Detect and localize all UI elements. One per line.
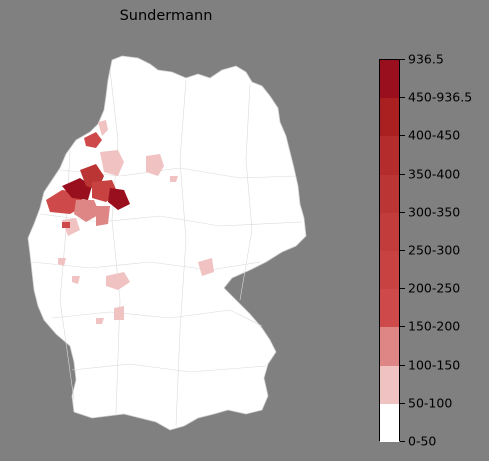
map-title: Sundermann — [119, 8, 213, 24]
district-westphalia-2 — [62, 178, 92, 200]
legend-tick — [400, 364, 405, 366]
legend-swatch — [380, 136, 399, 175]
legend-swatch — [380, 289, 399, 328]
legend-tick — [400, 402, 405, 404]
legend-tick — [400, 59, 405, 60]
shaded-districts — [46, 120, 214, 324]
legend-tick — [400, 441, 405, 442]
legend-colorbar — [379, 59, 400, 442]
legend-swatch — [380, 403, 399, 442]
district-bavaria-1 — [114, 306, 124, 320]
legend-label: 350-400 — [408, 166, 461, 182]
legend-label: 150-200 — [408, 318, 461, 334]
legend-tick — [400, 173, 405, 175]
legend-swatch — [380, 327, 399, 366]
district-saxony-1 — [198, 258, 214, 276]
district-coast — [98, 120, 108, 136]
germany-outline — [27, 55, 307, 431]
legend-label: 200-250 — [408, 280, 461, 296]
legend-tick — [400, 250, 405, 251]
legend-tick — [400, 211, 405, 213]
district-north — [84, 132, 102, 148]
district-hanover-area — [146, 154, 164, 176]
district-bavaria-2 — [96, 318, 104, 324]
legend-swatch — [380, 174, 399, 213]
legend-tick — [400, 288, 405, 290]
district-westphalia-7 — [96, 206, 110, 226]
legend-label: 0-50 — [408, 433, 437, 449]
legend-label: 50-100 — [408, 395, 453, 411]
legend-label: 300-350 — [408, 204, 461, 220]
legend-label: 400-450 — [408, 127, 461, 143]
legend-tick — [400, 135, 405, 137]
district-westphalia-6 — [74, 200, 100, 222]
legend-label: 100-150 — [408, 357, 461, 373]
legend-swatch — [380, 98, 399, 137]
legend-tick — [400, 97, 405, 99]
district-small-east — [170, 176, 178, 182]
district-mid-north — [100, 150, 124, 176]
legend-label: 250-300 — [408, 242, 461, 258]
legend-swatch — [380, 365, 399, 404]
district-rhine-2 — [62, 222, 70, 228]
legend-swatch — [380, 212, 399, 251]
legend-label: 450-936.5 — [408, 89, 473, 105]
legend-label: 936.5 — [408, 51, 444, 67]
legend-tick — [400, 326, 405, 328]
district-westphalia-5 — [108, 188, 130, 210]
district-rhine-3 — [58, 258, 66, 266]
district-hesse-1 — [106, 272, 130, 290]
legend-swatch — [380, 251, 399, 290]
district-hesse-2 — [72, 276, 80, 284]
legend-swatch — [380, 60, 399, 99]
